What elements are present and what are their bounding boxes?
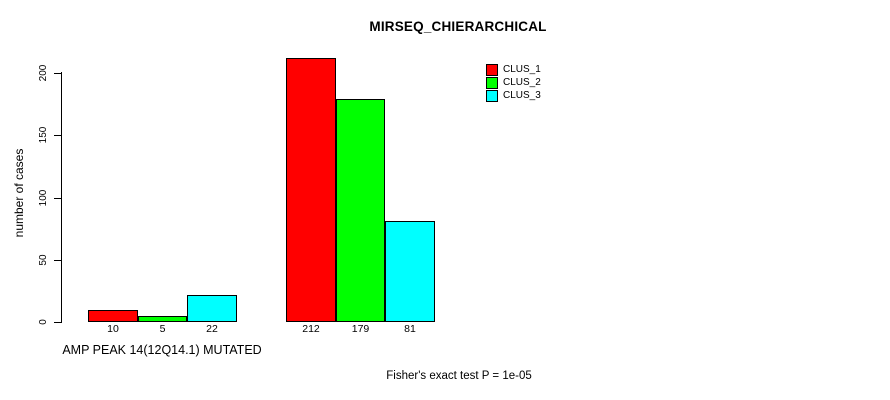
bar-clus-1-group-1 [88,310,138,322]
bar-clus-3-group-2 [385,221,435,322]
bar-value-label: 81 [404,323,416,335]
legend-swatch-clus-2 [486,76,498,89]
bar-value-label: 179 [351,323,370,335]
x-axis-label: AMP PEAK 14(12Q14.1) MUTATED [62,343,262,357]
bar-value-label: 10 [107,323,119,335]
legend-item: CLUS_2 [486,76,541,89]
y-axis-tick-label: 200 [38,64,49,82]
bar-clus-3-group-1 [187,295,237,322]
legend-swatch-clus-3 [486,89,498,102]
legend-label: CLUS_3 [503,89,541,101]
y-axis-tick [54,135,61,136]
legend-label: CLUS_1 [503,63,541,75]
y-axis-tick-label: 100 [38,189,49,207]
y-axis-tick [54,260,61,261]
y-axis-tick [54,198,61,199]
y-axis-tick-label: 0 [38,319,49,325]
y-axis-tick [54,73,61,74]
bar-clus-2-group-1 [138,316,187,322]
bar-value-label: 212 [302,323,320,335]
legend-swatch-clus-1 [486,63,498,76]
y-axis-tick [54,322,61,323]
y-axis-tick-label: 50 [38,254,49,266]
bar-value-label: 5 [159,323,166,335]
bar-clus-2-group-2 [336,99,385,322]
bar-clus-1-group-2 [286,58,336,322]
bar-value-label: 22 [206,323,218,335]
y-axis-line [61,72,62,323]
legend: CLUS_1 CLUS_2 CLUS_3 [486,63,541,103]
legend-item: CLUS_1 [486,63,541,76]
legend-label: CLUS_2 [503,76,541,88]
footnote: Fisher's exact test P = 1e-05 [386,370,532,382]
y-axis-tick-label: 150 [38,126,49,144]
chart-title: MIRSEQ_CHIERARCHICAL [369,19,547,34]
legend-item: CLUS_3 [486,89,541,102]
